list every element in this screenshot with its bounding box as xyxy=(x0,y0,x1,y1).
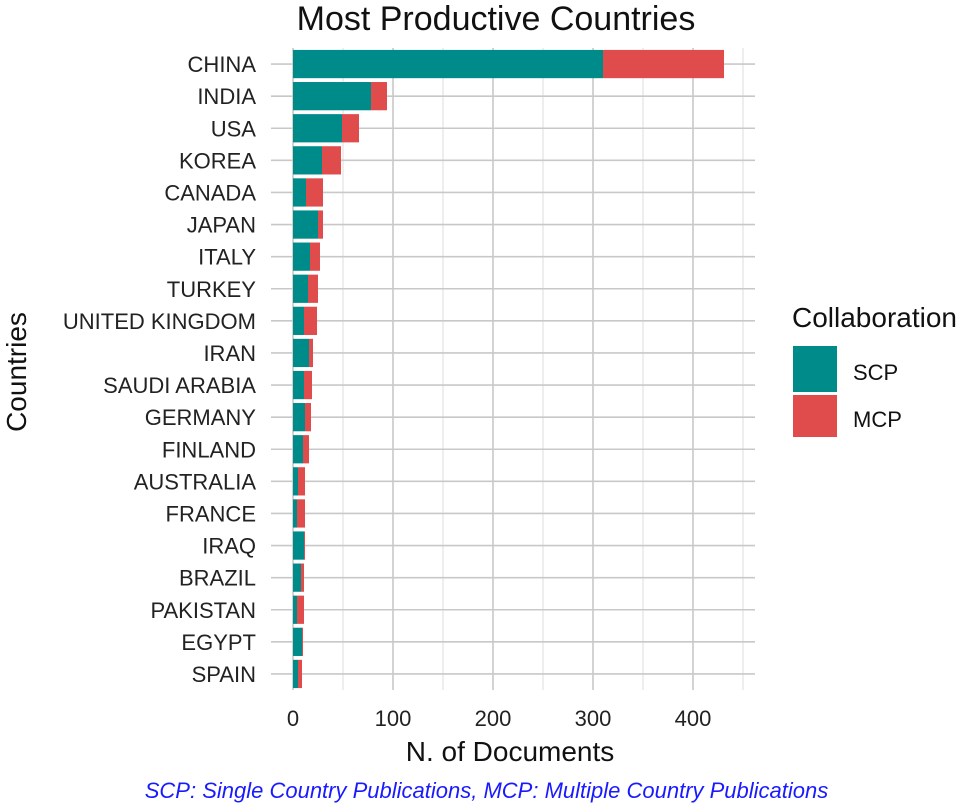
caption: SCP: Single Country Publications, MCP: M… xyxy=(144,778,829,803)
bar-scp xyxy=(293,499,297,528)
category-label: SPAIN xyxy=(192,662,256,687)
category-label: BRAZIL xyxy=(179,566,256,591)
bar-scp xyxy=(293,82,371,111)
bar-mcp xyxy=(304,531,305,560)
bar-scp xyxy=(293,370,304,400)
legend-label-mcp: MCP xyxy=(853,407,902,432)
category-labels: CHINA INDIA USA KOREA CANADA JAPAN ITALY TURKEY… xyxy=(63,52,256,687)
legend-swatch-mcp xyxy=(793,395,837,437)
bar-scp xyxy=(293,210,318,239)
bar-mcp xyxy=(322,146,341,175)
bar-scp xyxy=(293,146,322,175)
bar-mcp xyxy=(318,210,323,239)
bar-mcp xyxy=(603,49,724,79)
bar-mcp xyxy=(306,178,323,207)
bar-scp xyxy=(293,627,302,656)
bar-scp xyxy=(293,49,603,79)
category-label: KOREA xyxy=(179,148,256,173)
bar-scp xyxy=(293,403,305,432)
category-label: SAUDI ARABIA xyxy=(103,373,256,398)
bar-mcp xyxy=(297,499,305,528)
bar-mcp xyxy=(297,595,304,624)
category-label: TURKEY xyxy=(167,277,257,302)
bar-mcp xyxy=(301,563,304,592)
category-label: FRANCE xyxy=(166,501,256,526)
bar-scp xyxy=(293,242,310,271)
x-tick-label: 100 xyxy=(375,706,412,731)
bar-mcp xyxy=(303,435,309,464)
legend-label-scp: SCP xyxy=(853,360,898,385)
category-label: ITALY xyxy=(198,245,256,270)
legend: Collaboration SCP MCP xyxy=(792,302,957,437)
x-axis-label: N. of Documents xyxy=(406,736,615,767)
bar-scp xyxy=(293,338,309,368)
category-label: USA xyxy=(211,116,257,141)
x-tick-labels: 0 100 200 300 400 xyxy=(287,706,711,731)
category-label: UNITED KINGDOM xyxy=(63,309,256,334)
bar-scp xyxy=(293,178,306,207)
bar-mcp xyxy=(305,403,311,432)
category-label: EGYPT xyxy=(181,630,256,655)
x-tick-label: 200 xyxy=(475,706,512,731)
x-tick-label: 400 xyxy=(675,706,712,731)
chart-title: Most Productive Countries xyxy=(297,0,696,38)
grid xyxy=(271,48,755,690)
legend-title: Collaboration xyxy=(792,302,957,333)
category-label: AUSTRALIA xyxy=(134,469,257,494)
bar-mcp xyxy=(310,242,320,271)
category-label: IRAQ xyxy=(202,534,256,559)
bar-scp xyxy=(293,435,303,464)
bar-scp xyxy=(293,531,304,560)
bar-mcp xyxy=(304,306,317,335)
x-tick-label: 0 xyxy=(287,706,299,731)
bar-mcp xyxy=(298,467,305,496)
bar-mcp xyxy=(298,659,302,689)
category-label: IRAN xyxy=(203,341,256,366)
bars xyxy=(293,49,724,689)
bar-mcp xyxy=(342,114,359,143)
bar-scp xyxy=(293,595,297,624)
bar-mcp xyxy=(309,338,313,368)
chart: CHINA INDIA USA KOREA CANADA JAPAN ITALY TURKEY… xyxy=(1,0,957,767)
bar-scp xyxy=(293,274,308,303)
y-axis-label: Countries xyxy=(1,312,32,432)
legend-swatch-scp xyxy=(793,346,837,392)
bar-mcp xyxy=(371,82,387,111)
bar-mcp xyxy=(302,627,303,656)
category-label: JAPAN xyxy=(187,213,256,238)
category-label: FINLAND xyxy=(162,437,256,462)
category-label: CHINA xyxy=(188,52,257,77)
bar-scp xyxy=(293,306,304,335)
category-label: INDIA xyxy=(197,84,256,109)
bar-mcp xyxy=(308,274,318,303)
bar-scp xyxy=(293,114,342,143)
bar-scp xyxy=(293,659,298,689)
category-label: PAKISTAN xyxy=(150,598,256,623)
x-tick-label: 300 xyxy=(575,706,612,731)
category-label: GERMANY xyxy=(145,405,257,430)
bar-scp xyxy=(293,563,301,592)
bar-mcp xyxy=(304,370,312,400)
bar-scp xyxy=(293,467,298,496)
category-label: CANADA xyxy=(164,180,256,205)
